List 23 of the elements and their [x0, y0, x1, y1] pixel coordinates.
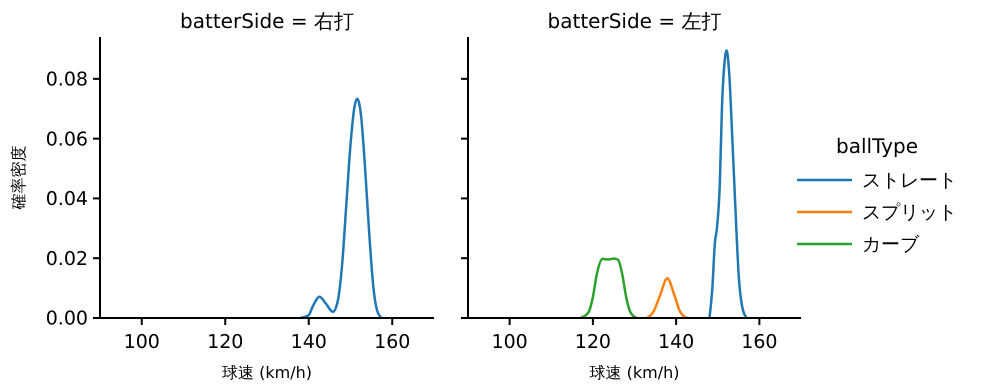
- x-tick-label: 120: [207, 331, 244, 353]
- chart-title: batterSide = 左打: [548, 9, 722, 33]
- x-tick-label: 160: [374, 331, 410, 353]
- x-axis-title: 球速 (km/h): [222, 363, 312, 382]
- line-series: [299, 98, 384, 320]
- y-tick-label: 0.04: [46, 188, 88, 210]
- legend-label: スプリット: [862, 202, 957, 224]
- y-tick-label: 0.02: [46, 248, 88, 270]
- x-tick-label: 100: [491, 331, 528, 353]
- chart-title: batterSide = 右打: [180, 9, 354, 33]
- legend-label: ストレート: [862, 170, 957, 192]
- x-tick-label: 160: [741, 331, 778, 353]
- y-tick-label: 0.06: [46, 128, 88, 150]
- x-axis-title: 球速 (km/h): [590, 363, 680, 382]
- y-axis-title: 確率密度: [9, 146, 28, 210]
- x-tick-label: 120: [574, 331, 612, 353]
- x-tick-label: 100: [124, 331, 160, 353]
- y-tick-label: 0.08: [46, 68, 88, 90]
- legend-title: ballType: [836, 134, 918, 158]
- legend-label: カーブ: [862, 234, 920, 256]
- x-tick-label: 140: [290, 331, 327, 353]
- y-tick-label: 0.00: [46, 308, 88, 330]
- x-tick-label: 140: [658, 331, 694, 353]
